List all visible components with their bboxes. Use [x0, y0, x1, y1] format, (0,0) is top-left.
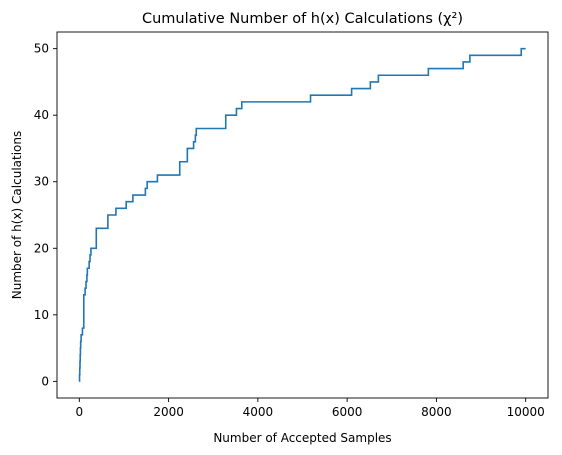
- y-tick-label-0: 0: [41, 374, 49, 388]
- plot-area: 0 2000 4000 6000 8000 10000 0 10 20 30 40 50: [34, 31, 549, 419]
- x-tick-label-8000: 8000: [421, 405, 452, 419]
- x-axis-label: Number of Accepted Samples: [213, 431, 391, 445]
- y-tick-label-30: 30: [34, 175, 49, 189]
- x-tick-label-10000: 10000: [507, 405, 545, 419]
- y-tick-label-50: 50: [34, 42, 49, 56]
- y-tick-label-40: 40: [34, 108, 49, 122]
- y-tick-label-20: 20: [34, 241, 49, 255]
- x-tick-label-2000: 2000: [153, 405, 184, 419]
- series-line-0: [78, 47, 526, 383]
- x-tick-label-4000: 4000: [243, 405, 274, 419]
- x-tick-label-0: 0: [75, 405, 83, 419]
- y-tick-label-10: 10: [34, 308, 49, 322]
- y-axis-label: Number of h(x) Calculations: [10, 131, 24, 299]
- x-tick-label-6000: 6000: [332, 405, 363, 419]
- plot-frame: [56, 31, 549, 399]
- chart-title: Cumulative Number of h(x) Calculations (…: [142, 11, 463, 27]
